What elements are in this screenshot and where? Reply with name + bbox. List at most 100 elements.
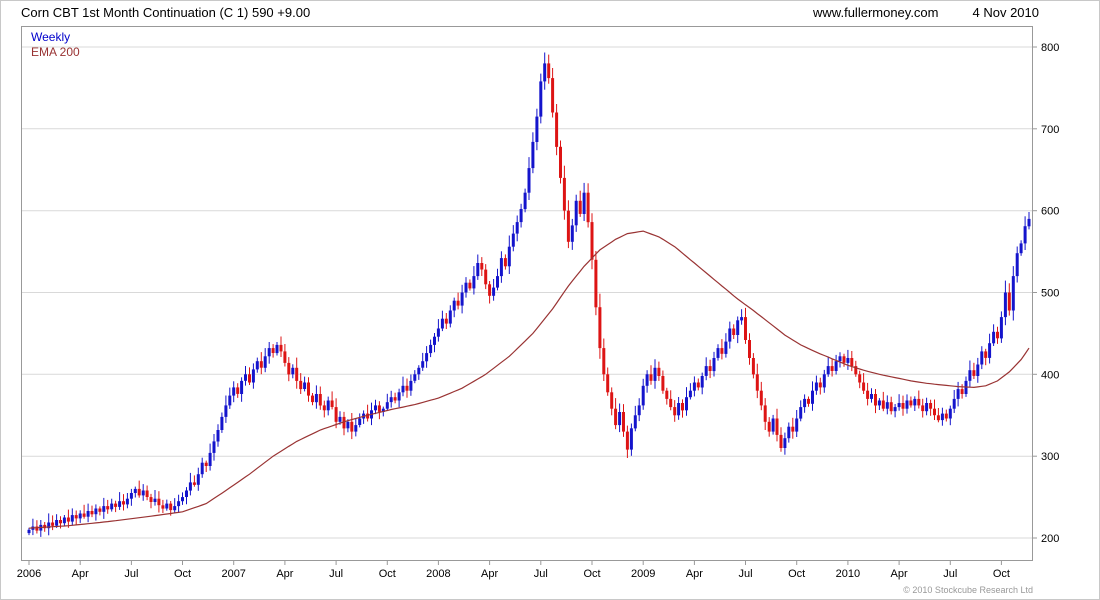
candle <box>629 423 633 456</box>
candle <box>791 417 795 439</box>
candle <box>909 396 913 408</box>
candle <box>940 407 944 426</box>
candle <box>590 213 594 270</box>
candle <box>846 349 850 370</box>
candle <box>826 356 830 377</box>
x-tick-label: Apr <box>891 568 908 580</box>
website-link[interactable]: www.fullermoney.com <box>813 5 939 20</box>
candle <box>614 398 618 430</box>
candle <box>606 367 610 396</box>
candle <box>834 354 838 375</box>
x-tick-label: 2010 <box>836 568 860 580</box>
candle <box>574 194 578 232</box>
candle <box>303 376 307 392</box>
date-label: 4 Nov 2010 <box>972 5 1040 20</box>
plot-border <box>21 26 1033 561</box>
candle <box>980 346 984 370</box>
candle <box>334 398 338 429</box>
candle <box>736 316 740 344</box>
candle <box>921 398 925 418</box>
candle <box>492 279 496 301</box>
candle <box>807 396 810 407</box>
y-tick-label: 300 <box>1041 451 1059 463</box>
x-tick-label: Apr <box>481 568 498 580</box>
candle <box>354 418 358 437</box>
candle <box>488 281 492 304</box>
candle <box>122 494 125 511</box>
candle <box>444 313 448 329</box>
candle <box>885 395 889 415</box>
candle <box>933 399 936 420</box>
candle <box>1015 246 1019 283</box>
candle <box>484 264 488 290</box>
candle <box>897 394 901 411</box>
candle <box>665 387 669 405</box>
candle <box>968 360 972 387</box>
candle <box>779 427 783 452</box>
candle <box>251 363 255 389</box>
candle <box>519 203 523 228</box>
candle <box>688 383 692 400</box>
candle <box>767 417 771 437</box>
candle <box>503 254 507 270</box>
y-tick-label: 400 <box>1041 369 1059 381</box>
candle <box>216 424 220 447</box>
candle <box>74 510 78 526</box>
y-tick-label: 600 <box>1041 206 1059 218</box>
legend-weekly-label: Weekly <box>31 30 70 44</box>
candle <box>110 498 114 512</box>
candle <box>90 505 94 518</box>
candle <box>862 373 866 394</box>
candle <box>350 413 354 440</box>
header-bar: Corn CBT 1st Month Continuation (C 1) 59… <box>1 1 1099 23</box>
candle <box>224 395 228 423</box>
candle <box>275 342 279 356</box>
candle <box>47 513 51 536</box>
candle <box>429 339 433 358</box>
candle <box>330 391 334 410</box>
candle <box>165 499 169 511</box>
candle <box>901 395 905 416</box>
candle <box>212 434 216 461</box>
candle <box>70 508 74 526</box>
candle <box>562 165 566 220</box>
candle <box>342 411 346 436</box>
candle <box>732 324 736 339</box>
candle <box>842 353 846 367</box>
candle <box>649 365 653 385</box>
x-tick-label: Oct <box>993 568 1010 580</box>
candle <box>696 378 700 391</box>
candle <box>464 277 468 298</box>
candle <box>972 362 976 379</box>
legend-ema-label: EMA 200 <box>31 45 80 59</box>
candle <box>905 394 909 414</box>
candle <box>385 393 389 411</box>
x-tick-label: Jul <box>943 568 957 580</box>
candle <box>586 183 590 228</box>
candle <box>594 251 598 316</box>
candle <box>618 403 622 433</box>
x-tick-label: Oct <box>788 568 805 580</box>
candle <box>157 491 161 513</box>
candle <box>248 367 251 385</box>
candle <box>496 268 499 291</box>
candle <box>976 357 980 383</box>
candle <box>999 311 1003 343</box>
candle <box>803 394 807 413</box>
candle <box>129 488 133 506</box>
candle <box>452 297 456 318</box>
candle <box>818 377 822 395</box>
candle <box>610 387 614 416</box>
x-tick-label: Apr <box>72 568 89 580</box>
candle <box>271 344 275 358</box>
candle <box>535 108 539 151</box>
x-tick-label: Oct <box>379 568 396 580</box>
candle <box>145 485 149 501</box>
candle <box>299 373 303 394</box>
candle <box>393 392 397 404</box>
candle <box>724 333 728 358</box>
x-tick-label: Oct <box>174 568 191 580</box>
candle <box>645 370 649 393</box>
candle <box>255 357 259 373</box>
candle <box>889 396 893 415</box>
